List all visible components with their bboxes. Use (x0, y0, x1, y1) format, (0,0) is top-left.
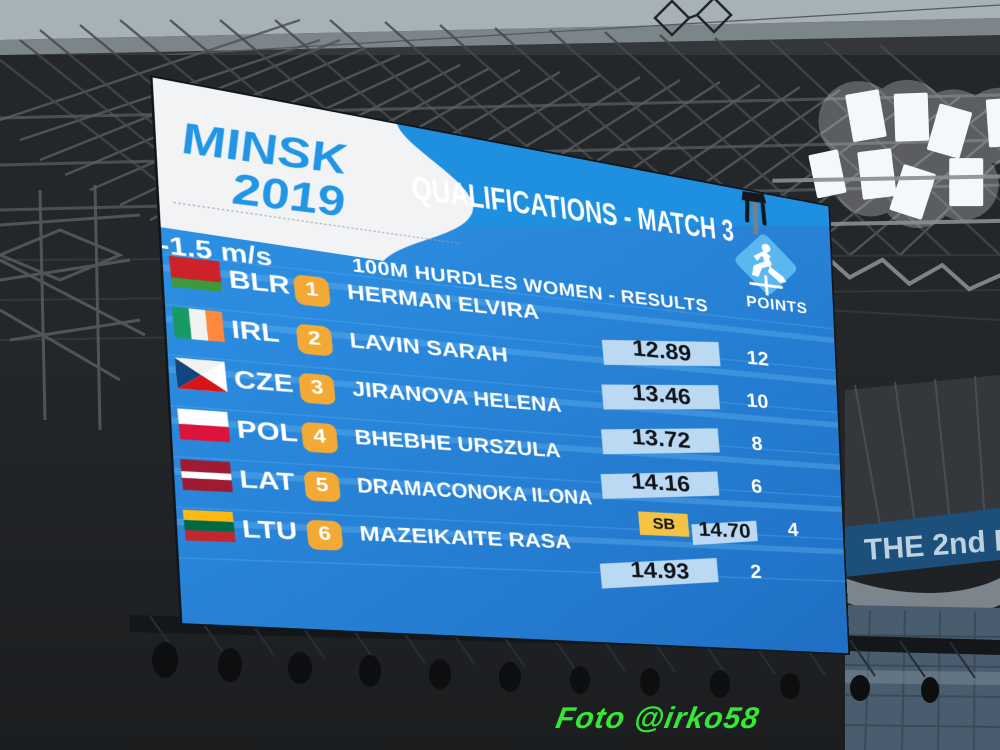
svg-text:12: 12 (746, 346, 770, 370)
svg-text:POL: POL (235, 416, 298, 448)
svg-text:CZE: CZE (233, 366, 295, 398)
svg-text:5: 5 (315, 474, 330, 496)
svg-text:IRL: IRL (230, 316, 281, 348)
svg-text:14.70: 14.70 (698, 517, 752, 542)
svg-text:2: 2 (307, 327, 322, 350)
svg-text:3: 3 (310, 376, 325, 398)
svg-text:6: 6 (750, 475, 763, 497)
svg-text:LAT: LAT (238, 466, 296, 496)
svg-text:1: 1 (304, 278, 319, 301)
svg-text:4: 4 (312, 425, 327, 447)
svg-text:14.93: 14.93 (629, 558, 690, 584)
svg-text:Foto @irko58: Foto @irko58 (553, 702, 762, 735)
svg-text:13.46: 13.46 (631, 380, 692, 410)
svg-text:8: 8 (751, 432, 764, 454)
svg-text:2: 2 (749, 561, 762, 583)
svg-text:4: 4 (787, 519, 800, 541)
svg-text:LTU: LTU (241, 516, 299, 546)
svg-text:14.16: 14.16 (630, 469, 691, 497)
svg-text:SB: SB (652, 515, 676, 533)
svg-text:13.72: 13.72 (631, 424, 692, 453)
svg-text:6: 6 (317, 522, 332, 544)
svg-text:10: 10 (745, 389, 769, 413)
